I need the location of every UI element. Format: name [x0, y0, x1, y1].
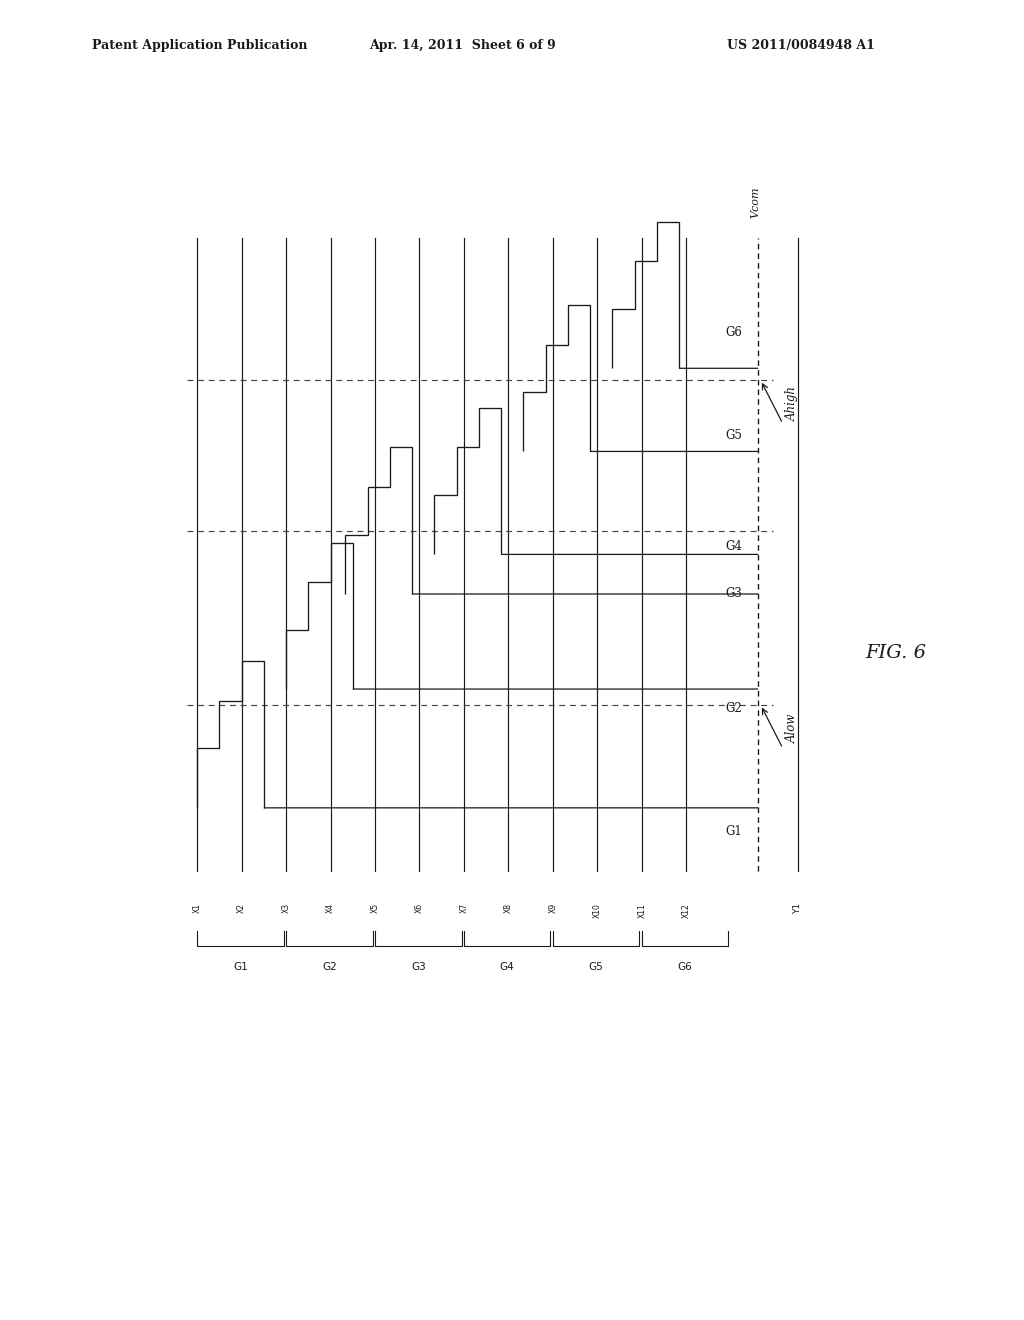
Text: X11: X11	[638, 903, 646, 917]
Text: X4: X4	[326, 903, 335, 913]
Text: G3: G3	[725, 587, 741, 601]
Text: X10: X10	[593, 903, 602, 917]
Text: G3: G3	[411, 962, 426, 973]
Text: FIG. 6: FIG. 6	[865, 644, 927, 663]
Text: Y1: Y1	[794, 903, 802, 913]
Text: Ahigh: Ahigh	[786, 387, 799, 421]
Text: X3: X3	[282, 903, 291, 913]
Text: X12: X12	[682, 903, 691, 917]
Text: G2: G2	[725, 702, 741, 715]
Text: US 2011/0084948 A1: US 2011/0084948 A1	[727, 38, 874, 51]
Text: G5: G5	[725, 429, 741, 442]
Text: X1: X1	[193, 903, 202, 913]
Text: X9: X9	[549, 903, 557, 913]
Text: X2: X2	[237, 903, 246, 913]
Text: Apr. 14, 2011  Sheet 6 of 9: Apr. 14, 2011 Sheet 6 of 9	[369, 38, 555, 51]
Text: X5: X5	[371, 903, 380, 913]
Text: G6: G6	[725, 326, 741, 339]
Text: G1: G1	[725, 825, 741, 838]
Text: X8: X8	[504, 903, 513, 913]
Text: G2: G2	[322, 962, 337, 973]
Text: G1: G1	[232, 962, 248, 973]
Text: Vcom: Vcom	[751, 186, 761, 218]
Text: X7: X7	[460, 903, 468, 913]
Text: G4: G4	[725, 540, 741, 553]
Text: G6: G6	[678, 962, 692, 973]
Text: Alow: Alow	[786, 714, 799, 743]
Text: X6: X6	[415, 903, 424, 913]
Text: Patent Application Publication: Patent Application Publication	[92, 38, 307, 51]
Text: G4: G4	[500, 962, 515, 973]
Text: G5: G5	[589, 962, 603, 973]
